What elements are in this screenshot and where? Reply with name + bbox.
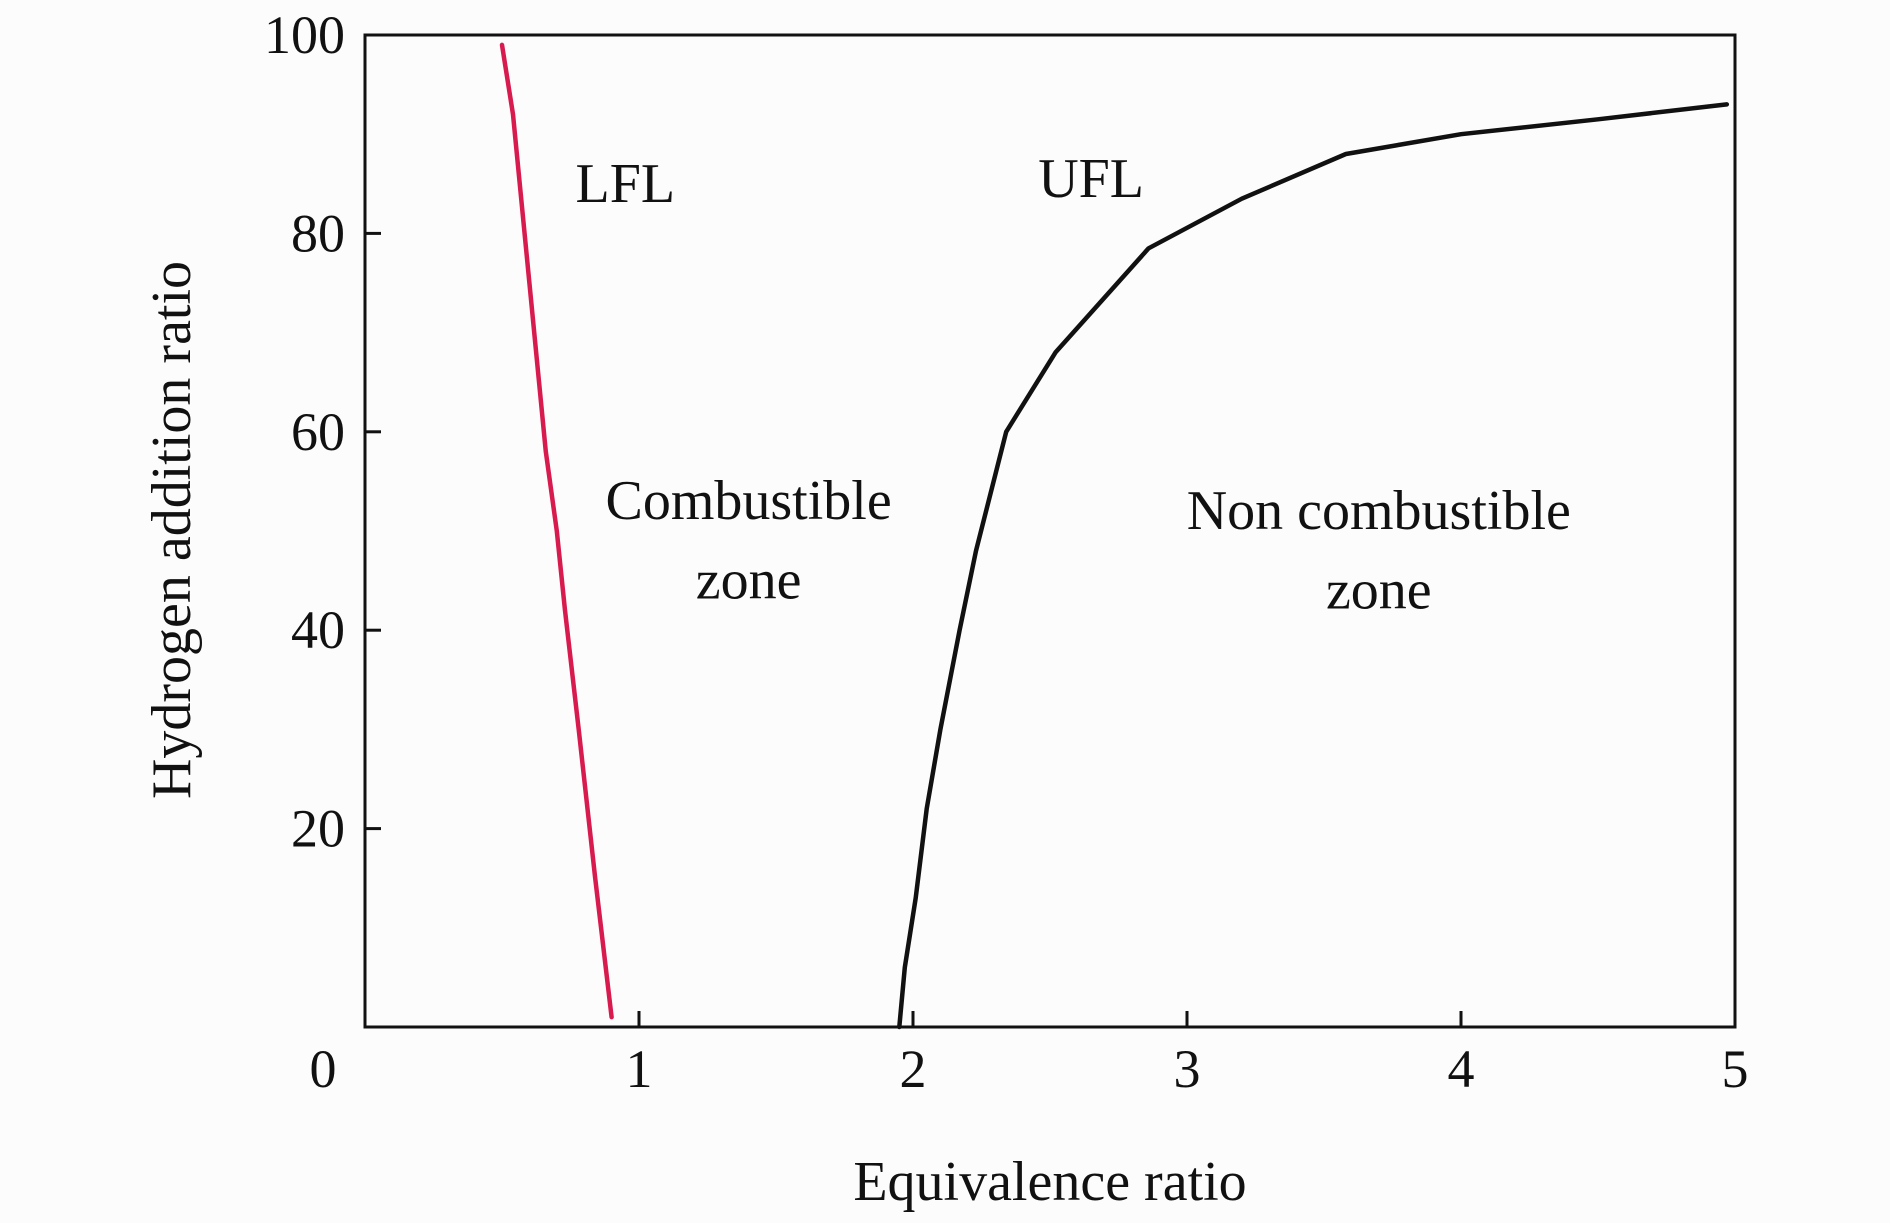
y-tick-label: 100 [264,5,345,65]
series-layer [499,42,1730,1030]
y-tick-label: 80 [291,203,345,263]
x-axis-label: Equivalence ratio [853,1151,1246,1213]
x-tick-label: 0 [310,1039,337,1099]
x-tick-label: 3 [1174,1039,1201,1099]
annotation: LFL [576,153,676,215]
y-tick-label: 20 [291,799,345,859]
y-axis: 20 40 60 80 100 [264,5,381,859]
annotation: Combustible [605,470,891,532]
plot-border [363,33,1737,1029]
x-tick-label: 4 [1448,1039,1475,1099]
series-line-ufl [897,102,1730,1030]
x-axis: 0 1 2 3 4 5 [310,1011,1749,1099]
annotation: zone [696,550,802,612]
plot-frame [363,33,1737,1029]
y-tick-label: 60 [291,402,345,462]
annotation: zone [1326,560,1432,622]
annotation-layer: LFL UFL Combustible zone Non combustible zone [576,148,1571,622]
series-line-lfl [499,42,614,1020]
x-tick-label: 1 [626,1039,653,1099]
x-tick-label: 5 [1722,1039,1749,1099]
x-tick-label: 2 [900,1039,927,1099]
y-tick-label: 40 [291,600,345,660]
annotation: UFL [1038,148,1144,210]
annotation: Non combustible [1187,480,1571,542]
y-axis-label: Hydrogen addition ratio [141,261,203,799]
